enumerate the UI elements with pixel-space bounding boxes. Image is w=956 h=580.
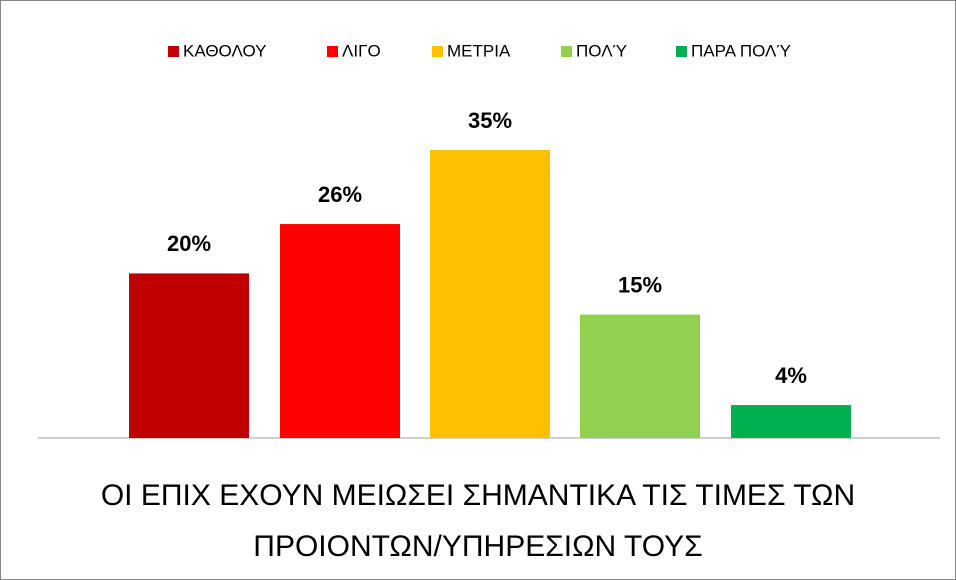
category-label: ΟΙ ΕΠΙΧ ΕΧΟΥΝ ΜΕΙΩΣΕΙ ΣΗΜΑΝΤΙΚΑ ΤΙΣ ΤΙΜΕ… <box>100 479 856 563</box>
bar <box>430 150 550 438</box>
legend-label: ΠΑΡΑ ΠΟΛΎ <box>691 41 791 60</box>
legend-label: ΚΑΘΟΛΟΥ <box>183 41 266 60</box>
legend-swatch <box>561 46 572 57</box>
legend-swatch <box>327 46 338 57</box>
legend-swatch <box>432 46 443 57</box>
legend-label: ΠΟΛΎ <box>576 41 628 60</box>
bar <box>129 273 249 438</box>
legend-label: ΛΙΓΟ <box>342 41 381 60</box>
bar <box>280 224 400 438</box>
data-label: 26% <box>318 182 362 207</box>
legend-swatch <box>168 46 179 57</box>
legend-label: ΜΕΤΡΙΑ <box>447 41 511 60</box>
data-label: 35% <box>468 108 512 133</box>
data-label: 20% <box>167 231 211 256</box>
legend-swatch <box>676 46 687 57</box>
data-label: 4% <box>775 363 807 388</box>
bar <box>731 405 851 438</box>
data-label: 15% <box>618 272 662 297</box>
bar <box>580 314 700 438</box>
